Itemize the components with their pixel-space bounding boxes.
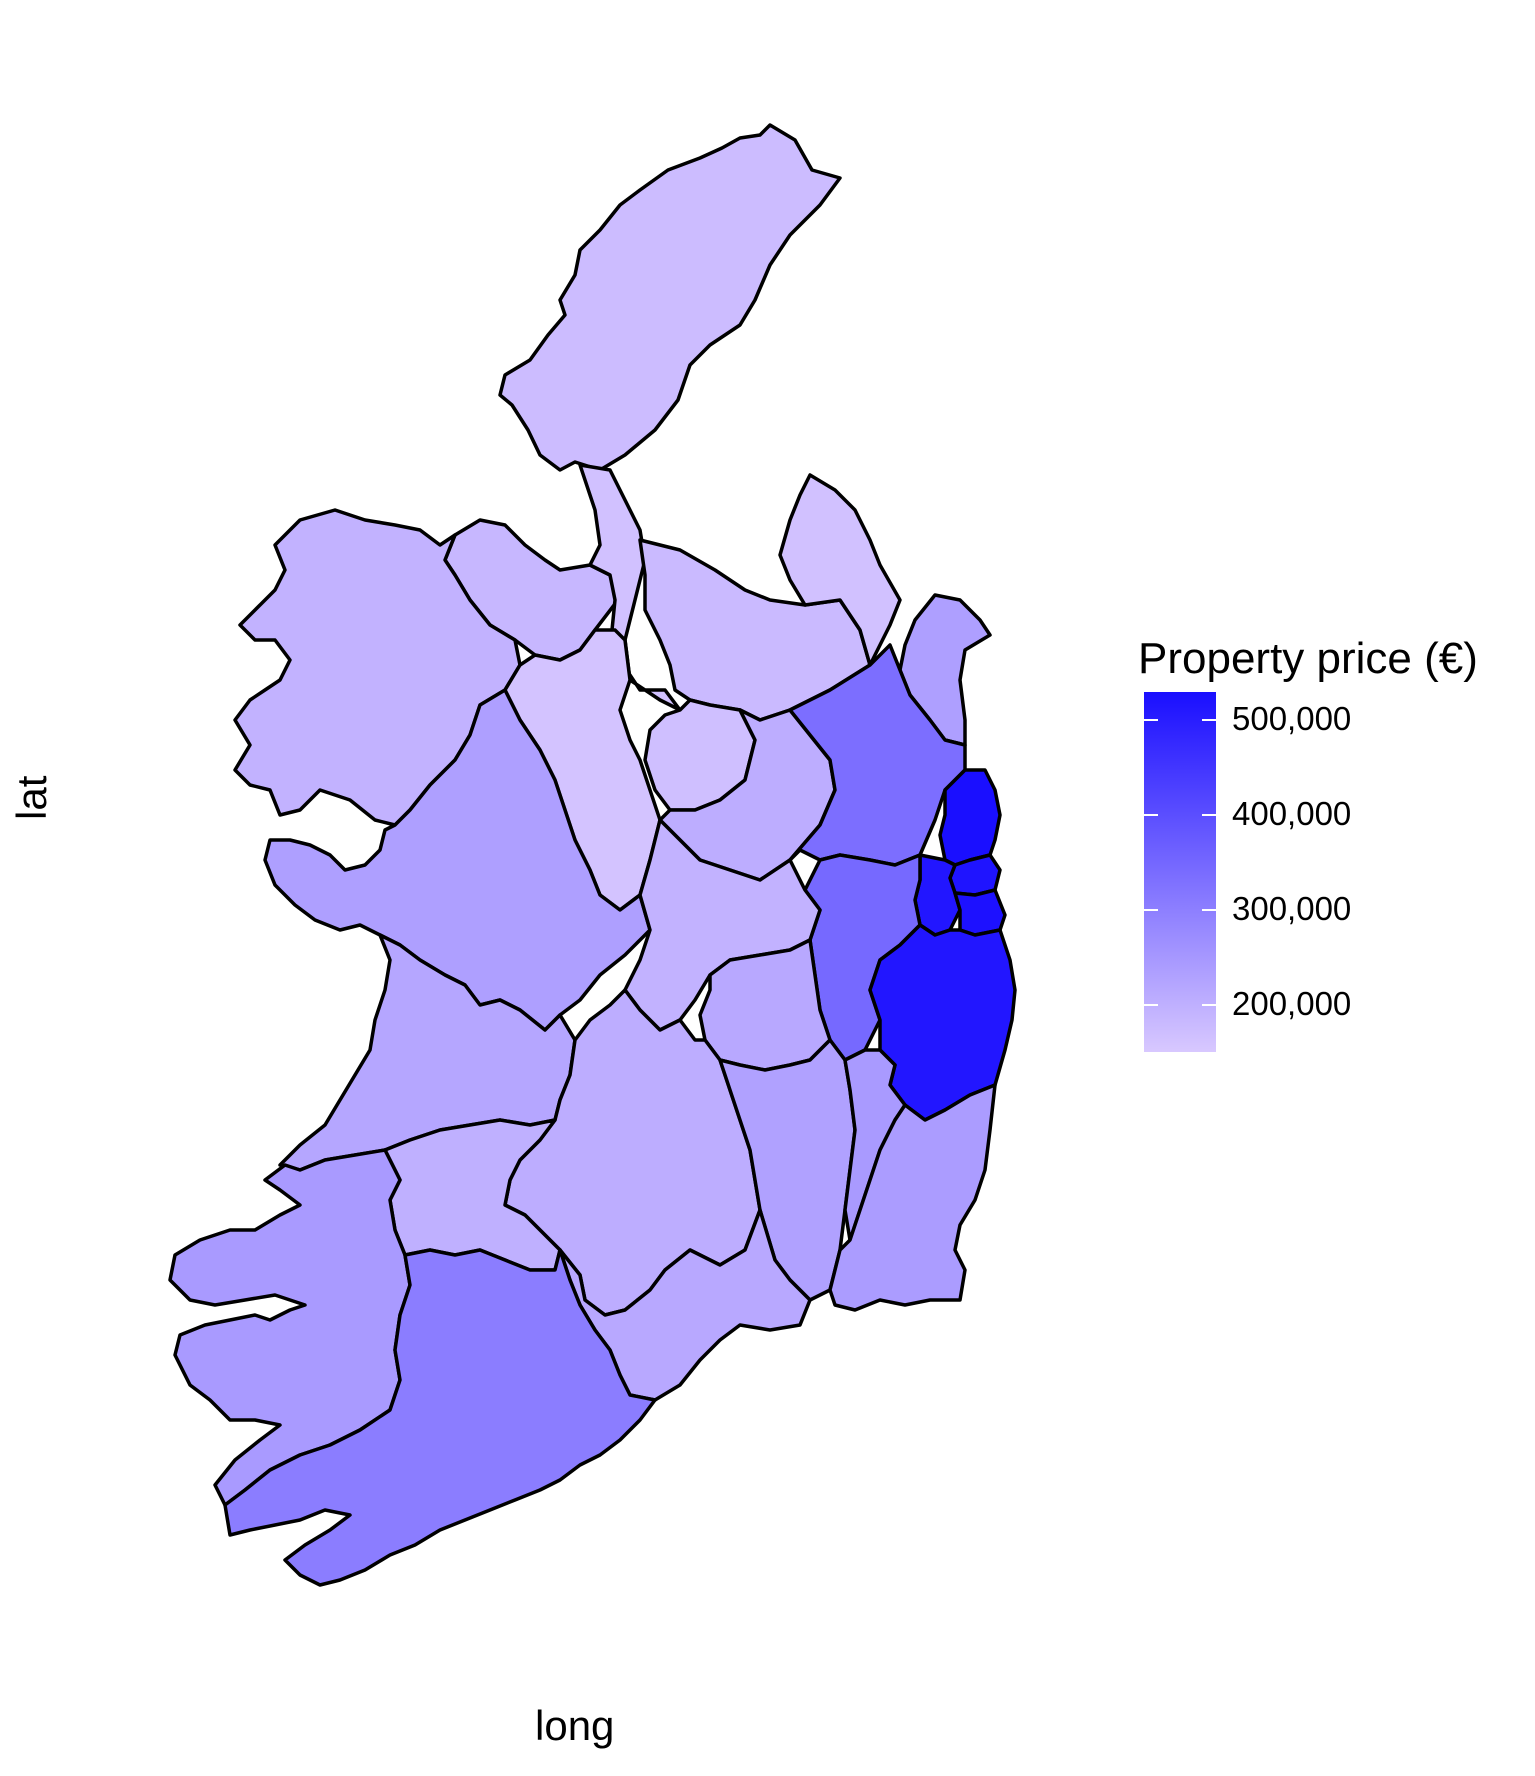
region-kilkenny bbox=[718, 1038, 857, 1302]
legend: Property price (€) 500,000 400,000 300,000… bbox=[1138, 634, 1528, 1074]
region-cork bbox=[223, 1248, 657, 1587]
legend-title: Property price (€) bbox=[1138, 634, 1478, 683]
region-donegal bbox=[498, 123, 842, 472]
legend-tick-left bbox=[1144, 908, 1158, 911]
x-axis-label: long bbox=[535, 1702, 615, 1749]
region-dun-laoghaire bbox=[953, 888, 1007, 937]
legend-label: 500,000 bbox=[1232, 700, 1352, 738]
y-axis-label: lat bbox=[8, 775, 55, 820]
legend-tick-right bbox=[1202, 1003, 1216, 1006]
legend-label: 200,000 bbox=[1232, 984, 1352, 1022]
legend-tick-left bbox=[1144, 719, 1158, 722]
legend-tick-right bbox=[1202, 719, 1216, 722]
legend-colorbar bbox=[1144, 692, 1216, 1052]
legend-tick-right bbox=[1202, 908, 1216, 911]
legend-label: 400,000 bbox=[1232, 795, 1352, 833]
legend-tick-right bbox=[1202, 814, 1216, 817]
legend-tick-left bbox=[1144, 814, 1158, 817]
legend-label: 300,000 bbox=[1232, 889, 1352, 927]
region-fingal bbox=[938, 768, 1002, 867]
region-mayo bbox=[233, 508, 522, 827]
region-wexford bbox=[828, 1083, 997, 1312]
legend-tick-left bbox=[1144, 1003, 1158, 1006]
region-leitrim bbox=[578, 463, 682, 712]
